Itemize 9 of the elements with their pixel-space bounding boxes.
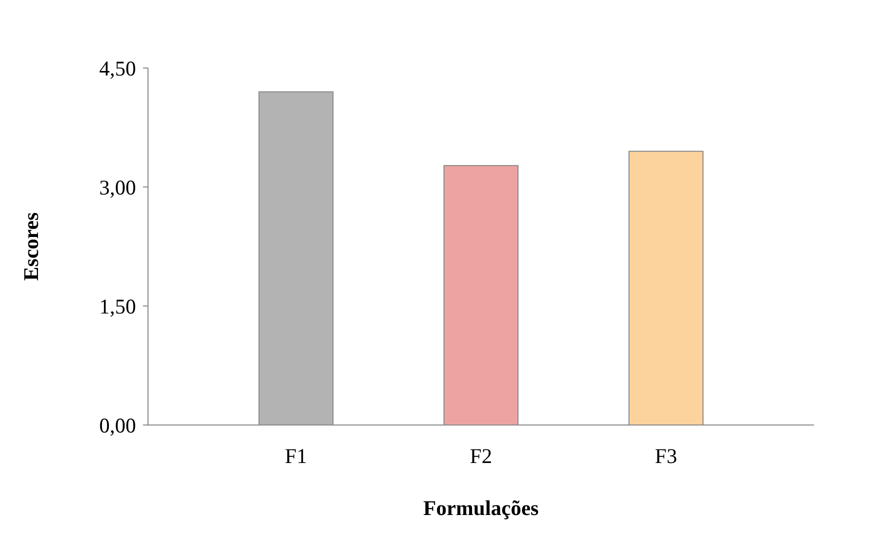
- x-tick-label: F1: [284, 444, 308, 468]
- x-tick-label: F3: [654, 444, 678, 468]
- y-tick-label: 1,50: [99, 294, 136, 318]
- y-tick-label: 3,00: [99, 175, 136, 200]
- x-axis-title: Formulações: [423, 496, 539, 520]
- y-axis-title: Escores: [19, 212, 43, 281]
- y-tick-label: 0,00: [99, 413, 136, 438]
- y-tick-label: 4,50: [99, 56, 136, 80]
- x-tick-label: F2: [470, 444, 492, 468]
